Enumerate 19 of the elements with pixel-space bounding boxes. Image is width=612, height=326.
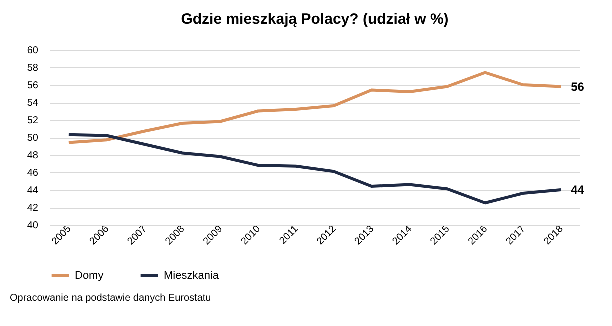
line-series [67, 71, 563, 144]
y-tick-label: 54 [27, 98, 39, 109]
text: Opracowanie na podstawie danych Eurostatu [10, 293, 212, 304]
y-tick-label: 50 [27, 133, 39, 144]
y-tick-label: 46 [27, 168, 39, 179]
data-label: 56 [571, 80, 585, 94]
chart-title: Gdzie mieszkają Polacy? (udział w %) [181, 11, 449, 28]
line-series [67, 133, 563, 205]
y-tick-label: 48 [27, 150, 39, 162]
y-tick-label: 56 [27, 80, 39, 92]
y-tick-label: 52 [27, 116, 39, 126]
legend-label: Domy [75, 270, 104, 282]
legend-label: Mieszkania [164, 270, 220, 282]
data-label: 44 [571, 183, 585, 197]
y-tick-label: 58 [27, 63, 39, 74]
y-tick-label: 44 [27, 186, 39, 196]
y-tick-label: 42 [27, 203, 39, 214]
y-tick-label: 60 [27, 46, 39, 56]
y-tick-label: 40 [27, 220, 39, 232]
